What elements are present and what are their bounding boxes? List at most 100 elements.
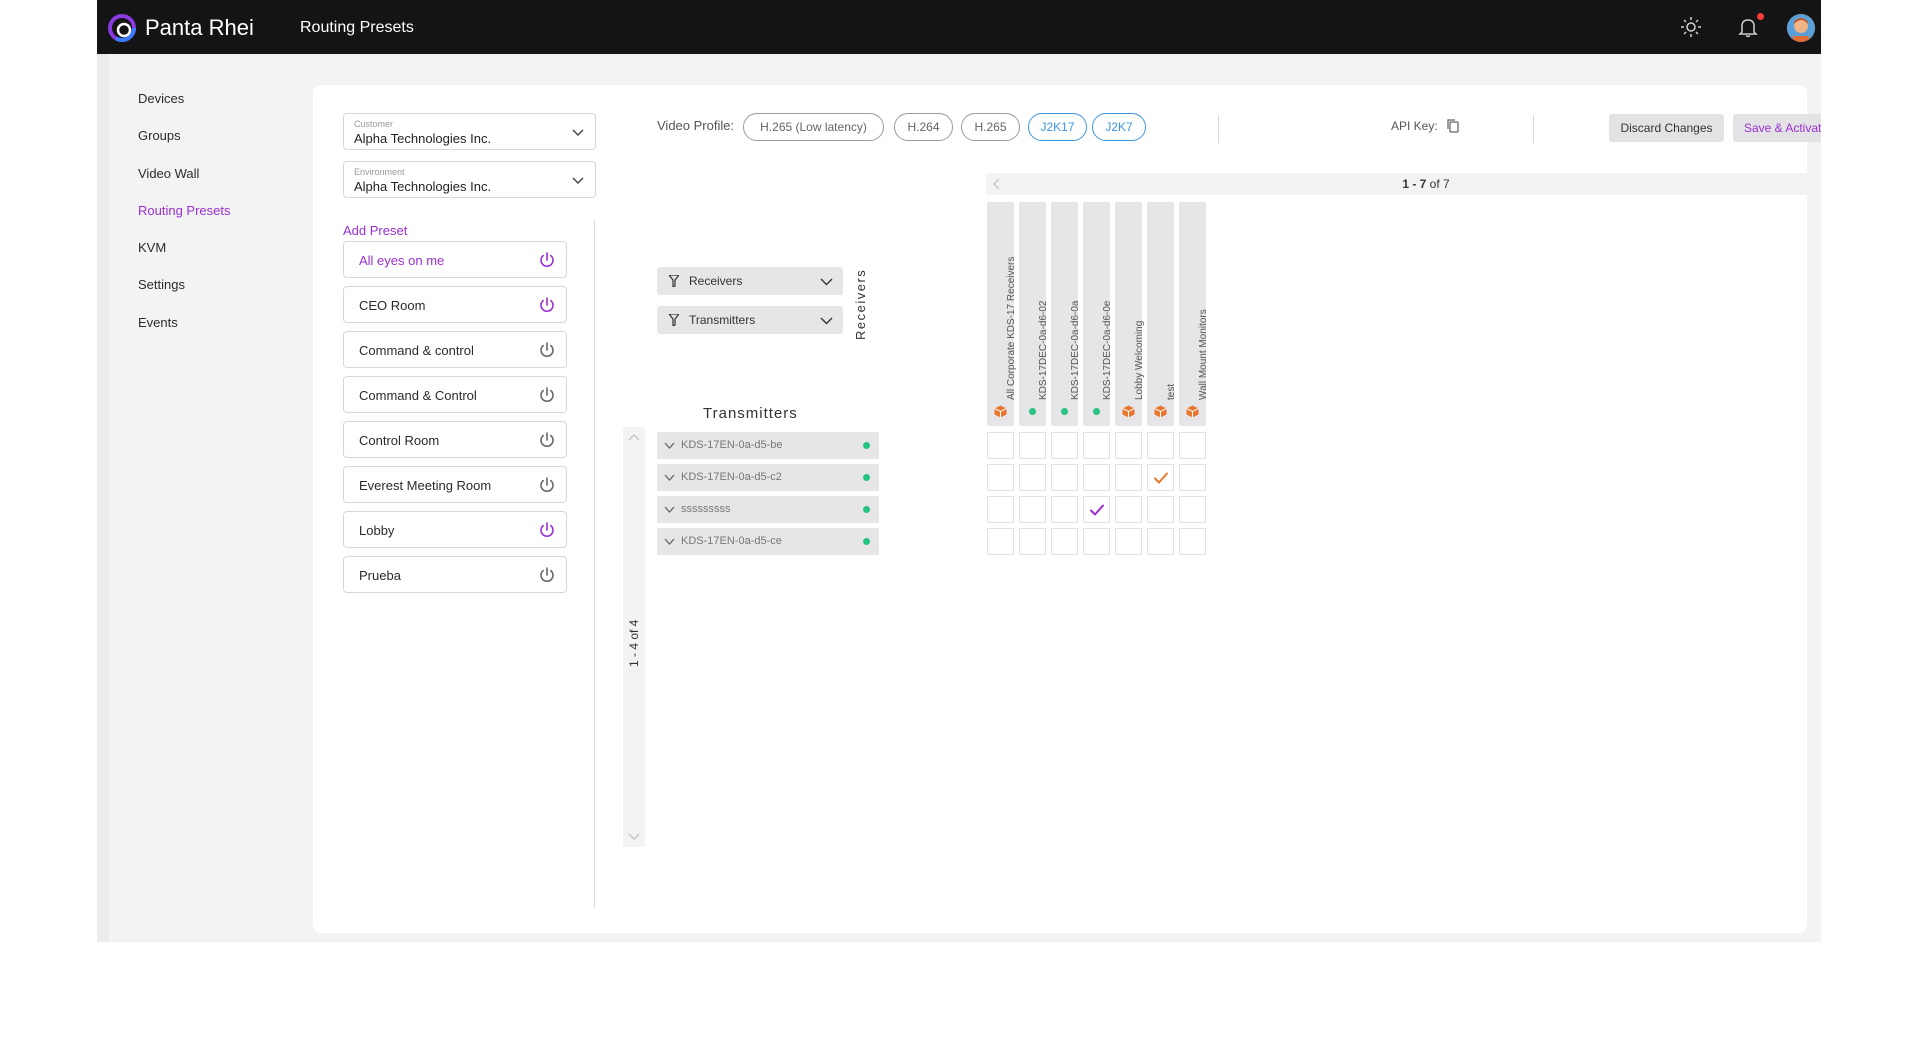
environment-select[interactable]: Environment Alpha Technologies Inc. [343, 161, 596, 198]
profile-chip-h264[interactable]: H.264 [894, 113, 953, 141]
save-activate-button[interactable]: Save & Activate [1733, 114, 1821, 142]
sidebar-item-kvm[interactable]: KVM [138, 240, 167, 256]
route-cell[interactable] [1179, 496, 1206, 523]
preset-item[interactable]: CEO Room [343, 286, 567, 323]
sidebar-item-settings[interactable]: Settings [138, 277, 185, 293]
transmitter-name: sssssssss [681, 503, 731, 515]
sidebar-item-groups[interactable]: Groups [138, 128, 181, 144]
online-status-dot [863, 538, 870, 545]
power-icon[interactable] [538, 386, 556, 404]
group-cube-icon [1186, 405, 1199, 418]
profile-chip-h265[interactable]: H.265 [961, 113, 1020, 141]
power-icon[interactable] [538, 476, 556, 494]
route-cell[interactable] [987, 496, 1014, 523]
route-cell[interactable] [1115, 432, 1142, 459]
route-cell[interactable] [1147, 496, 1174, 523]
receiver-name: KDS-17DEC-0a-d6-0e [1102, 300, 1113, 401]
bell-icon[interactable] [1737, 16, 1759, 38]
preset-item[interactable]: Command & control [343, 331, 567, 368]
route-cell[interactable] [1083, 496, 1110, 523]
transmitter-row[interactable]: KDS-17EN-0a-d5-ce [657, 528, 879, 555]
chevron-down-icon [572, 177, 584, 185]
route-cell[interactable] [1179, 528, 1206, 555]
preset-item[interactable]: Command & Control [343, 376, 567, 413]
receiver-column[interactable]: Lobby Welcoming [1115, 202, 1145, 426]
route-cell[interactable] [1051, 432, 1078, 459]
preset-item[interactable]: Prueba [343, 556, 567, 593]
preset-item[interactable]: Lobby [343, 511, 567, 548]
route-cell[interactable] [1083, 528, 1110, 555]
chevron-down-icon [664, 442, 675, 449]
receiver-column[interactable]: Wall Mount Monitors [1179, 202, 1209, 426]
sidebar-item-routing-presets[interactable]: Routing Presets [138, 202, 231, 218]
user-avatar[interactable] [1787, 14, 1815, 42]
api-key-label: API Key: [1391, 119, 1438, 133]
power-icon[interactable] [538, 341, 556, 359]
profile-chip-j2k17[interactable]: J2K17 [1028, 113, 1087, 141]
transmitter-row[interactable]: KDS-17EN-0a-d5-c2 [657, 464, 879, 491]
environment-value: Alpha Technologies Inc. [354, 179, 492, 194]
main-card: Customer Alpha Technologies Inc. Environ… [313, 85, 1821, 933]
online-status-dot [863, 474, 870, 481]
route-cell[interactable] [1147, 464, 1174, 491]
preset-name: Lobby [359, 523, 395, 538]
add-preset-link[interactable]: Add Preset [343, 223, 408, 238]
receiver-column[interactable]: test [1147, 202, 1177, 426]
avatar-image-icon [1787, 14, 1815, 42]
route-cell[interactable] [1179, 464, 1206, 491]
online-status-dot [863, 442, 870, 449]
route-cell[interactable] [1147, 528, 1174, 555]
sidebar-item-devices[interactable]: Devices [138, 91, 185, 106]
brightness-icon[interactable] [1680, 16, 1702, 38]
receiver-column[interactable]: KDS-17DEC-0a-d6-0a [1051, 202, 1081, 426]
filter-icon [669, 314, 679, 326]
route-cell[interactable] [1083, 464, 1110, 491]
route-cell[interactable] [987, 432, 1014, 459]
power-icon[interactable] [538, 566, 556, 584]
sidebar-item-events[interactable]: Events [138, 314, 178, 330]
power-icon[interactable] [538, 251, 556, 269]
route-cell[interactable] [1019, 528, 1046, 555]
route-cell[interactable] [1019, 464, 1046, 491]
route-cell[interactable] [1083, 432, 1110, 459]
receivers-pager: 1 - 7 of 7 [986, 173, 1821, 195]
sidebar-item-video-wall[interactable]: Video Wall [138, 165, 200, 181]
receiver-column[interactable]: KDS-17DEC-0a-d6-02 [1019, 202, 1049, 426]
transmitter-row[interactable]: sssssssss [657, 496, 879, 523]
route-cell[interactable] [1179, 432, 1206, 459]
route-cell[interactable] [987, 528, 1014, 555]
power-icon[interactable] [538, 431, 556, 449]
transmitter-row[interactable]: KDS-17EN-0a-d5-be [657, 432, 879, 459]
chevron-down-icon[interactable] [627, 829, 641, 843]
chevron-up-icon[interactable] [627, 431, 641, 445]
receivers-filter[interactable]: Receivers [657, 267, 843, 295]
route-cell[interactable] [1115, 528, 1142, 555]
profile-chip-h265-low-latency[interactable]: H.265 (Low latency) [743, 113, 884, 141]
route-cell[interactable] [987, 464, 1014, 491]
chevron-left-icon[interactable] [990, 177, 1004, 191]
route-cell[interactable] [1051, 496, 1078, 523]
profile-chip-j2k7[interactable]: J2K7 [1092, 113, 1146, 141]
copy-icon[interactable] [1446, 118, 1460, 134]
preset-name: Command & control [359, 343, 474, 358]
preset-item[interactable]: Everest Meeting Room [343, 466, 567, 503]
route-cell[interactable] [1019, 496, 1046, 523]
receiver-column[interactable]: All Corporate KDS-17 Receivers [987, 202, 1017, 426]
route-cell[interactable] [1051, 528, 1078, 555]
presets-divider [594, 220, 595, 908]
discard-changes-button[interactable]: Discard Changes [1609, 114, 1724, 142]
route-cell[interactable] [1115, 496, 1142, 523]
power-icon[interactable] [538, 296, 556, 314]
route-cell[interactable] [1115, 464, 1142, 491]
receiver-column[interactable]: KDS-17DEC-0a-d6-0e [1083, 202, 1113, 426]
transmitters-filter[interactable]: Transmitters [657, 306, 843, 334]
preset-item[interactable]: Control Room [343, 421, 567, 458]
customer-select[interactable]: Customer Alpha Technologies Inc. [343, 113, 596, 150]
preset-name: Everest Meeting Room [359, 478, 492, 493]
route-cell[interactable] [1051, 464, 1078, 491]
transmitter-name: KDS-17EN-0a-d5-c2 [681, 471, 782, 483]
route-cell[interactable] [1019, 432, 1046, 459]
preset-item[interactable]: All eyes on me [343, 241, 567, 278]
power-icon[interactable] [538, 521, 556, 539]
route-cell[interactable] [1147, 432, 1174, 459]
